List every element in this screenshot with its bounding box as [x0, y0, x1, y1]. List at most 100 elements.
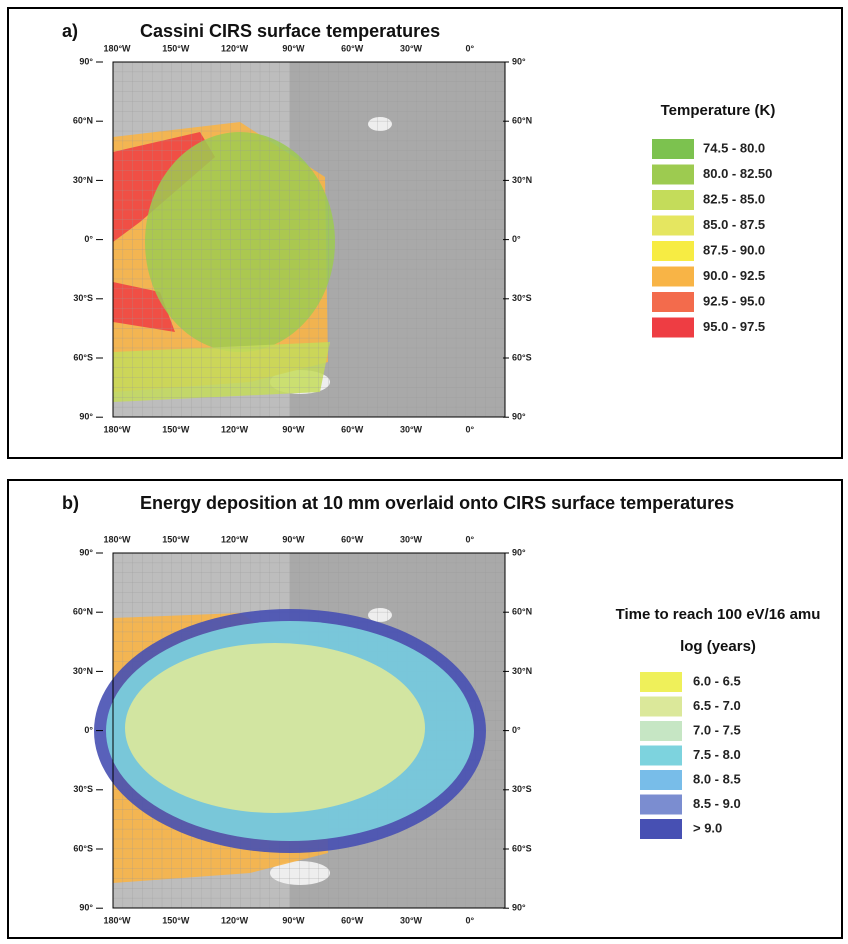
legend-swatch: [652, 164, 694, 185]
lat-label: 90°: [79, 56, 93, 66]
lon-label: 180°W: [103, 424, 131, 434]
legend-label: 7.0 - 7.5: [693, 722, 741, 737]
lat-label: 60°N: [512, 607, 532, 617]
crater: [368, 608, 392, 622]
lon-label: 150°W: [162, 534, 190, 544]
lon-label: 180°W: [103, 915, 131, 925]
lon-label: 60°W: [341, 534, 364, 544]
legend-swatch: [652, 190, 694, 210]
panel-label: b): [62, 493, 79, 513]
lat-label: 0°: [84, 234, 93, 244]
lon-label: 120°W: [221, 915, 249, 925]
lat-label: 30°N: [512, 666, 532, 676]
lon-label: 150°W: [162, 424, 190, 434]
panel-label: a): [62, 21, 78, 41]
lon-label: 60°W: [341, 43, 364, 53]
lat-label: 60°S: [73, 843, 93, 853]
legend-swatch: [652, 266, 694, 287]
lat-label: 60°S: [512, 352, 532, 362]
overlay: [125, 643, 425, 813]
legend-swatch: [652, 139, 694, 159]
lat-label: 90°: [79, 412, 93, 422]
legend-label: 74.5 - 80.0: [703, 140, 765, 155]
lon-label: 0°: [465, 424, 474, 434]
legend-swatch: [640, 794, 682, 815]
legend-label: 7.5 - 8.0: [693, 747, 741, 762]
legend-swatch: [652, 292, 694, 312]
legend-title: Temperature (K): [661, 102, 776, 119]
legend-swatch: [640, 745, 682, 766]
lat-label: 30°N: [73, 666, 93, 676]
lat-label: 0°: [512, 725, 521, 735]
legend-swatch: [640, 819, 682, 839]
lat-label: 90°: [512, 903, 526, 913]
legend-swatch: [640, 696, 682, 717]
lat-label: 90°: [512, 547, 526, 557]
lon-label: 90°W: [282, 43, 305, 53]
legend-label: 8.0 - 8.5: [693, 771, 741, 786]
lon-label: 0°: [465, 915, 474, 925]
lon-label: 90°W: [282, 534, 305, 544]
lat-label: 60°N: [73, 116, 93, 126]
lon-label: 60°W: [341, 915, 364, 925]
legend-swatch: [652, 215, 694, 236]
legend-label: 95.0 - 97.5: [703, 319, 765, 334]
lon-label: 0°: [465, 43, 474, 53]
lat-label: 30°S: [512, 293, 532, 303]
lat-label: 90°: [512, 412, 526, 422]
legend-label: 92.5 - 95.0: [703, 293, 765, 308]
lat-label: 90°: [79, 547, 93, 557]
overlay: [145, 132, 335, 352]
legend-subtitle: log (years): [680, 638, 756, 655]
lon-label: 30°W: [400, 915, 423, 925]
legend-swatch: [640, 721, 682, 741]
lon-label: 90°W: [282, 915, 305, 925]
lon-label: 180°W: [103, 534, 131, 544]
overlay: [113, 342, 330, 402]
lat-label: 30°N: [512, 175, 532, 185]
legend-swatch: [652, 241, 694, 261]
lat-label: 90°: [512, 56, 526, 66]
legend-swatch: [640, 672, 682, 692]
lat-label: 60°S: [73, 352, 93, 362]
legend-label: 80.0 - 82.50: [703, 166, 772, 181]
lat-label: 60°N: [512, 116, 532, 126]
legend-title: Time to reach 100 eV/16 amu: [616, 606, 821, 623]
lon-label: 120°W: [221, 424, 249, 434]
legend-label: 87.5 - 90.0: [703, 242, 765, 257]
crater: [368, 117, 392, 131]
lat-label: 90°: [79, 903, 93, 913]
legend-swatch: [652, 317, 694, 338]
lon-label: 150°W: [162, 43, 190, 53]
legend-label: 82.5 - 85.0: [703, 191, 765, 206]
legend-label: 90.0 - 92.5: [703, 268, 765, 283]
map: [113, 62, 505, 417]
panel-frame: [7, 7, 843, 459]
lon-label: 180°W: [103, 43, 131, 53]
panel-title: Energy deposition at 10 mm overlaid onto…: [140, 493, 734, 513]
lat-label: 60°N: [73, 607, 93, 617]
legend-label: 6.5 - 7.0: [693, 698, 741, 713]
lat-label: 30°S: [73, 293, 93, 303]
lat-label: 0°: [84, 725, 93, 735]
lat-label: 30°S: [73, 784, 93, 794]
lon-label: 120°W: [221, 43, 249, 53]
lat-label: 0°: [512, 234, 521, 244]
lat-label: 30°S: [512, 784, 532, 794]
legend-label: > 9.0: [693, 820, 722, 835]
lon-label: 60°W: [341, 424, 364, 434]
legend-label: 8.5 - 9.0: [693, 796, 741, 811]
lon-label: 120°W: [221, 534, 249, 544]
legend-label: 85.0 - 87.5: [703, 217, 765, 232]
lon-label: 150°W: [162, 915, 190, 925]
panel-frame: [7, 479, 843, 939]
lat-label: 60°S: [512, 843, 532, 853]
panel-title: Cassini CIRS surface temperatures: [140, 21, 440, 41]
legend-label: 6.0 - 6.5: [693, 673, 741, 688]
lon-label: 30°W: [400, 534, 423, 544]
lon-label: 30°W: [400, 43, 423, 53]
lon-label: 90°W: [282, 424, 305, 434]
crater: [270, 861, 330, 885]
